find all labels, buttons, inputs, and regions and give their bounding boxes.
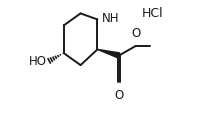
Text: O: O: [131, 27, 140, 40]
Text: O: O: [114, 89, 124, 102]
Text: HCl: HCl: [142, 7, 163, 20]
Text: HO: HO: [29, 55, 47, 68]
Polygon shape: [97, 49, 120, 58]
Text: NH: NH: [102, 12, 119, 25]
